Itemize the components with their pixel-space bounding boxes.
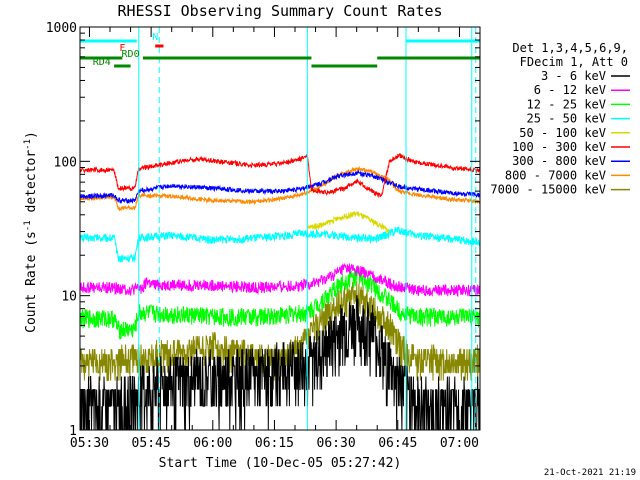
series-line-6-12keV [80, 262, 480, 298]
x-tick-label: 06:30 [317, 436, 356, 451]
y-tick-label: 10 [61, 290, 77, 305]
x-tick-label: 06:15 [255, 436, 294, 451]
y-axis-label: Count Rate (s-1 detector-1) [23, 131, 39, 333]
y-tick-label: 100 [54, 155, 77, 170]
status-label-rd0: RD0 [122, 49, 140, 60]
axes: 05:30 05:45 06:00 06:15 06:30 06:45 07:00 1 10 10… [46, 21, 481, 451]
legend: Det 1,3,4,5,6,9, FDecim 1, Att 0 3 - 6 k… [490, 41, 630, 197]
series-line-300-800keV [80, 169, 480, 205]
status-label-f: F [119, 43, 125, 54]
series-line-800-7000keV [80, 165, 480, 212]
x-tick-label: 06:45 [378, 436, 417, 451]
status-label-rd4: RD4 [93, 57, 111, 68]
series-line-3-6keV [80, 295, 480, 430]
y-tick-label: 1000 [46, 21, 77, 36]
legend-entry-label: 300 - 800 keV [512, 154, 606, 168]
legend-header-line1: Det 1,3,4,5,6,9, [512, 41, 628, 55]
legend-entry-label: 6 - 12 keV [534, 83, 606, 97]
x-axis-label: Start Time (10-Dec-05 05:27:42) [159, 456, 402, 471]
x-tick-label: 07:00 [440, 436, 479, 451]
series-line-100-300keV [80, 152, 480, 199]
legend-entry-label: 7000 - 15000 keV [490, 183, 606, 197]
legend-header-line2: FDecim 1, Att 0 [520, 55, 628, 69]
series-line-50-100keV [306, 211, 390, 235]
legend-entry-label: 50 - 100 keV [519, 126, 606, 140]
legend-entry-label: 100 - 300 keV [512, 140, 606, 154]
y-tick-label: 1 [69, 424, 77, 439]
chart-title: RHESSI Observing Summary Count Rates [117, 2, 442, 20]
x-tick-label: 06:00 [193, 436, 232, 451]
series-line-25-50keV [80, 226, 480, 263]
series-line-12-25keV [80, 267, 480, 340]
x-tick-label: 05:30 [70, 436, 109, 451]
legend-entry-label: 800 - 7000 keV [505, 168, 606, 182]
series-line-7000-15000keV [80, 280, 480, 382]
x-tick-label: 05:45 [132, 436, 171, 451]
legend-entry-label: 12 - 25 keV [527, 97, 606, 111]
footer-date: 21-Oct-2021 21:19 [544, 468, 636, 478]
plot-frame [79, 26, 481, 431]
plot-clip-group [80, 27, 480, 430]
legend-entry-label: 3 - 6 keV [541, 69, 606, 83]
legend-entry-label: 25 - 50 keV [527, 112, 606, 126]
status-label-n: N [152, 32, 158, 43]
